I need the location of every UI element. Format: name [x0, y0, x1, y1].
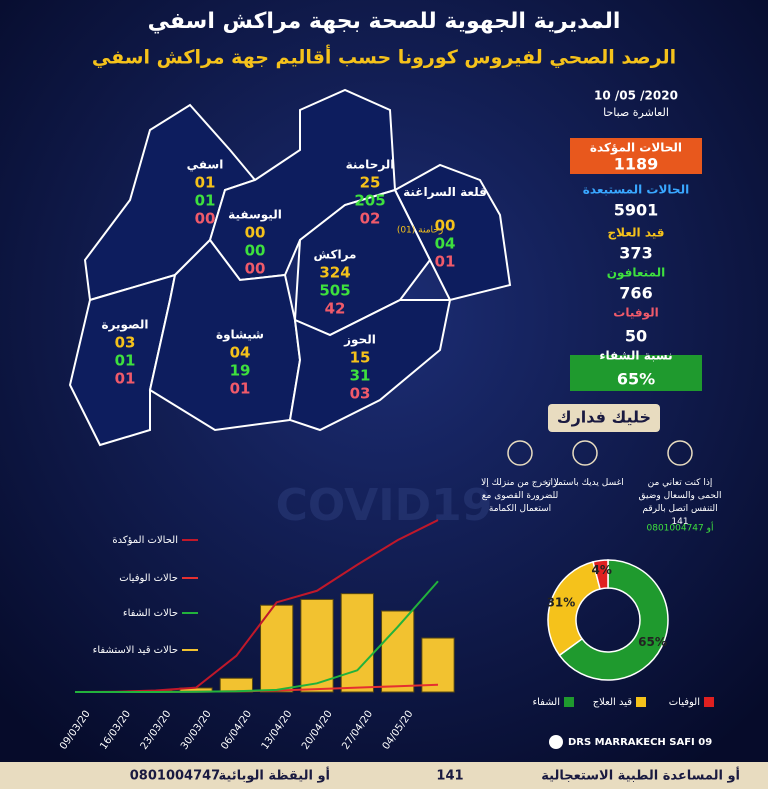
- footer-medical: أو المساعدة الطبية الاستعجالية: [541, 767, 740, 784]
- footer-vigilance: أو اليقظة الوبائية: [219, 767, 330, 784]
- subtitle: الرصد الصحي لفيروس كورونا حسب أقاليم جهة…: [92, 45, 676, 69]
- stat-label: الحالات المؤكدة: [590, 141, 682, 156]
- legend-label: الشفاء: [532, 697, 560, 708]
- footer-medical-number: 141: [436, 769, 463, 784]
- bar: [382, 611, 414, 692]
- region-value: 02: [360, 210, 381, 228]
- stat-label: الوفيات: [613, 306, 658, 321]
- region-name: اسفي: [187, 158, 224, 172]
- legend-label: الوفيات: [669, 697, 700, 708]
- stat-value: 65%: [617, 370, 655, 389]
- stat-value: 766: [619, 284, 652, 303]
- region-value: 04: [435, 235, 456, 253]
- region-value: 42: [325, 300, 346, 318]
- legend-label: قيد العلاج: [593, 697, 633, 708]
- region-name: شيشاوة: [216, 328, 264, 343]
- stat-label: نسبة الشفاء: [599, 349, 672, 363]
- stat-label: الحالات المستبعدة: [583, 183, 689, 197]
- legend-label: حالات الشفاء: [123, 608, 178, 619]
- stat-value: 1189: [614, 155, 659, 174]
- title: المديرية الجهوية للصحة بجهة مراكش اسفي: [148, 9, 621, 34]
- region-value: 00: [245, 224, 266, 242]
- legend-swatch: [564, 697, 574, 707]
- date: 10 /05 /2020: [594, 89, 678, 103]
- region-value: 00: [195, 210, 216, 228]
- region-value: 01: [195, 174, 216, 192]
- bar: [422, 638, 454, 692]
- tip-phone: أو 0801004747: [647, 522, 714, 534]
- facebook-icon: [549, 735, 563, 749]
- region-value: 00: [245, 242, 266, 260]
- region-value: 03: [115, 334, 136, 352]
- region-value: 31: [350, 367, 371, 385]
- legend-label: حالات قيد الاستشفاء: [93, 645, 178, 656]
- region-name: الحوز: [343, 333, 376, 348]
- stat-label: قيد العلاج: [607, 226, 664, 240]
- stat-value: 5901: [614, 201, 659, 220]
- legend-swatch: [636, 697, 646, 707]
- region-value: 19: [230, 362, 251, 380]
- stat-value: 373: [619, 244, 652, 263]
- stat-label: المتعافون: [607, 266, 665, 281]
- pie-label: 4%: [592, 563, 612, 577]
- region-value: 205: [354, 192, 385, 210]
- region-name: اليوسفية: [228, 208, 282, 223]
- tips-title: خليك فدارك: [557, 408, 651, 427]
- facebook: DRS MARRAKECH SAFI 09: [568, 737, 712, 748]
- time: العاشرة صباحا: [603, 106, 669, 119]
- legend-label: حالات الوفيات: [119, 573, 178, 584]
- text: قلعة السراغنة: [403, 185, 487, 199]
- stat-value: 50: [625, 327, 647, 346]
- region-value: 01: [115, 370, 136, 388]
- region-value: 25: [360, 174, 381, 192]
- region-value: 00: [245, 260, 266, 278]
- region-name: الرحامنة: [346, 158, 395, 172]
- pie-label: 65%: [638, 635, 667, 649]
- pie-label: 31%: [547, 596, 576, 610]
- bar: [341, 594, 373, 692]
- region-value: 04: [230, 344, 251, 362]
- region-name: مراكش: [314, 248, 357, 262]
- legend-label: الحالات المؤكدة: [112, 535, 178, 546]
- watermark: COVID19: [276, 480, 493, 531]
- region-value: 15: [350, 349, 371, 367]
- region-value: 01: [115, 352, 136, 370]
- region-value: 01: [195, 192, 216, 210]
- legend-swatch: [704, 697, 714, 707]
- region-value: 324: [319, 264, 350, 282]
- region-value: 505: [319, 282, 350, 300]
- text: اغسل يديك باستمرار: [545, 478, 624, 488]
- region-name: الصويرة: [101, 318, 148, 333]
- region-value: 03: [350, 385, 371, 403]
- region-value: 00: [435, 217, 456, 235]
- footer-vigilance-number: 0801004747: [130, 769, 220, 784]
- bar: [301, 599, 333, 692]
- region-value: 01: [435, 253, 456, 271]
- region-value: 01: [230, 380, 251, 398]
